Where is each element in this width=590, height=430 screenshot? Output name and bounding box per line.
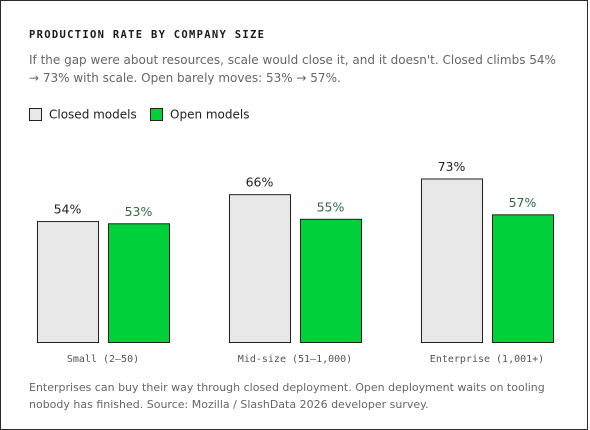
value-label: 73%: [438, 159, 466, 174]
legend-label: Closed models: [49, 108, 137, 122]
bar: [37, 221, 99, 343]
value-label: 66%: [246, 175, 274, 190]
legend-swatch: [150, 108, 163, 121]
bar: [300, 218, 362, 343]
x-tick-label: Small (2–50): [67, 354, 139, 365]
legend-swatch: [29, 108, 42, 121]
chart-subtitle: If the gap were about resources, scale w…: [29, 53, 556, 85]
value-label: 57%: [509, 195, 537, 210]
bar: [421, 178, 483, 343]
bar: [492, 214, 554, 344]
legend-label: Open models: [170, 108, 249, 122]
value-label: 53%: [125, 204, 153, 219]
chart-title: PRODUCTION RATE BY COMPANY SIZE: [29, 29, 266, 41]
bar: [229, 194, 291, 343]
value-label: 54%: [54, 202, 82, 217]
x-tick-label: Enterprise (1,001+): [430, 354, 544, 365]
bar: [108, 223, 170, 343]
x-tick-label: Mid-size (51–1,000): [238, 354, 352, 365]
value-label: 55%: [317, 199, 345, 214]
chart-footer: Enterprises can buy their way through cl…: [29, 381, 545, 411]
